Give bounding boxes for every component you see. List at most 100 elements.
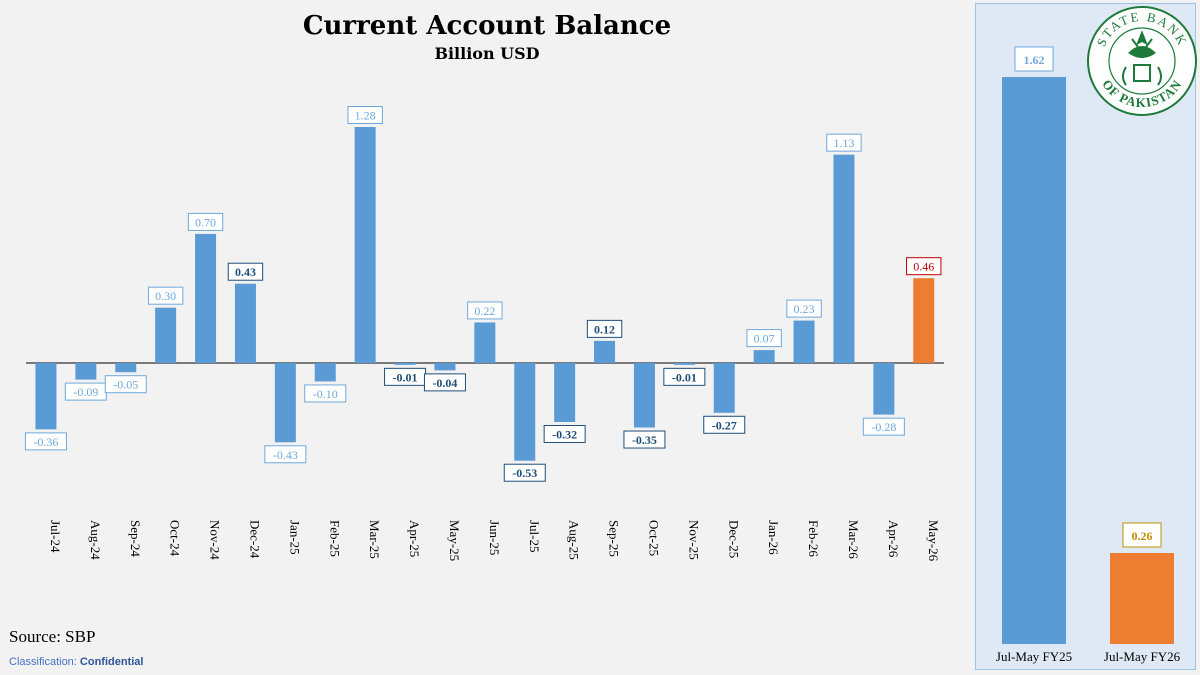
bar-Feb-26 (793, 320, 815, 363)
classification-label: Classification: (9, 656, 80, 668)
bar-Jul-24 (35, 363, 57, 430)
bar-Sep-24 (115, 363, 137, 373)
data-label-Aug-25: -0.32 (543, 425, 586, 443)
x-tick-label: Feb-26 (806, 520, 821, 557)
bar-May-25 (434, 363, 456, 371)
data-label-text: -0.04 (432, 376, 457, 390)
x-tick-label: Jan-25 (287, 520, 302, 555)
x-tick-label: Sep-24 (128, 520, 143, 557)
data-label-box (147, 286, 184, 305)
data-label-text: 0.12 (594, 322, 615, 336)
data-label-box (586, 319, 623, 338)
fytd-bar-2 (1110, 553, 1174, 644)
data-label-Nov-24: 0.70 (187, 212, 224, 231)
data-label-box (703, 415, 746, 434)
data-label-text: 0.23 (794, 302, 815, 316)
bar-Feb-25 (314, 363, 336, 382)
data-label-Oct-25: -0.35 (623, 430, 666, 449)
data-label-box (786, 299, 822, 318)
data-label-box (543, 425, 586, 443)
data-label-box (826, 133, 862, 152)
data-label-box (623, 430, 666, 449)
fytd-data-label-1: 1.62 (1014, 46, 1054, 72)
bar-Jan-26 (753, 350, 775, 363)
data-label-box (503, 463, 546, 482)
data-label-Mar-25: 1.28 (347, 106, 383, 124)
data-label-box (906, 257, 942, 276)
x-tick-label: Aug-25 (567, 520, 582, 560)
data-label-box (187, 212, 224, 231)
bar-Mar-25 (354, 127, 376, 363)
fytd-data-label-2: 0.26 (1122, 522, 1162, 548)
x-tick-label: Nov-24 (208, 520, 223, 560)
fytd-bar-chart: 1.62 0.26 Jul-May FY25 Jul-May FY26 (996, 46, 1181, 664)
fytd-x-tick-label: Jul-May FY26 (1104, 649, 1181, 664)
data-label-box (423, 373, 466, 392)
data-label-text: -0.32 (552, 428, 577, 442)
data-label-text: -0.36 (33, 435, 58, 449)
bar-Nov-25 (673, 363, 695, 365)
bar-Apr-26 (873, 363, 895, 415)
fytd-label-text: 0.26 (1132, 529, 1153, 543)
x-tick-label: Apr-25 (407, 520, 422, 557)
x-tick-label: Mar-26 (846, 520, 861, 559)
data-label-Dec-24: 0.43 (227, 262, 264, 281)
data-label-Jul-25: -0.53 (503, 463, 546, 482)
main-bar-chart: Current Account Balance Billion USD -0.3… (24, 11, 944, 562)
data-label-Dec-25: -0.27 (703, 415, 746, 434)
data-label-text: 1.28 (355, 109, 376, 123)
data-label-Oct-24: 0.30 (147, 286, 184, 305)
data-label-text: -0.35 (632, 433, 657, 447)
x-tick-label: Oct-25 (646, 520, 661, 556)
data-label-text: 1.13 (833, 136, 854, 150)
source-note: Source: SBP (9, 627, 96, 646)
classification-note: Classification: Confidential (9, 656, 143, 668)
x-tick-label: Dec-25 (726, 520, 741, 558)
fytd-comparison-panel: 1.62 0.26 Jul-May FY25 Jul-May FY26 (975, 3, 1196, 670)
x-tick-label: Aug-24 (88, 520, 103, 560)
x-tick-label: Jul-24 (48, 520, 63, 553)
x-tick-label: May-25 (447, 520, 462, 561)
data-label-text: -0.53 (512, 466, 537, 480)
bar-Dec-25 (713, 363, 735, 413)
data-label-box (746, 329, 782, 348)
data-label-Feb-25: -0.10 (304, 384, 347, 403)
bar-Oct-25 (633, 363, 655, 428)
bar-Sep-25 (594, 340, 616, 363)
data-label-box (104, 375, 147, 394)
data-label-Jun-25: 0.22 (467, 301, 503, 320)
chart-subtitle: Billion USD (434, 44, 539, 63)
fytd-x-tick-label: Jul-May FY25 (996, 649, 1072, 664)
data-label-Apr-25: -0.01 (384, 367, 427, 386)
data-label-box (663, 367, 706, 386)
bar-Jan-25 (274, 363, 296, 443)
x-tick-label: Oct-24 (168, 520, 183, 557)
data-label-Jan-26: 0.07 (746, 329, 782, 348)
data-label-text: -0.05 (113, 378, 138, 392)
x-tick-label: Jan-26 (766, 520, 781, 555)
data-label-text: 0.30 (155, 289, 176, 303)
data-label-Sep-24: -0.05 (104, 375, 147, 394)
sbp-emblem-icon: STATE BANK OF PAKISTAN (1087, 6, 1197, 116)
x-tick-label: Jul-25 (527, 520, 542, 553)
data-label-Sep-25: 0.12 (586, 319, 623, 338)
data-label-Jul-24: -0.36 (24, 432, 67, 451)
data-label-box (24, 432, 67, 451)
bar-Jul-25 (514, 363, 536, 461)
bar-Oct-24 (155, 307, 177, 363)
data-label-box (304, 384, 347, 403)
data-label-box (347, 106, 383, 124)
data-label-box (264, 445, 307, 464)
x-tick-label: Jun-25 (487, 520, 502, 555)
data-label-box (227, 262, 264, 281)
data-label-Nov-25: -0.01 (663, 367, 706, 386)
bar-Dec-24 (234, 283, 256, 363)
x-tick-label: Feb-25 (327, 520, 342, 557)
data-label-text: -0.09 (73, 385, 98, 399)
x-tick-label: May-26 (926, 520, 941, 562)
bar-Aug-24 (75, 363, 97, 380)
data-label-text: -0.43 (273, 448, 298, 462)
data-label-box (467, 301, 503, 320)
fytd-label-box (1122, 522, 1162, 548)
data-label-Mar-26: 1.13 (826, 133, 862, 152)
